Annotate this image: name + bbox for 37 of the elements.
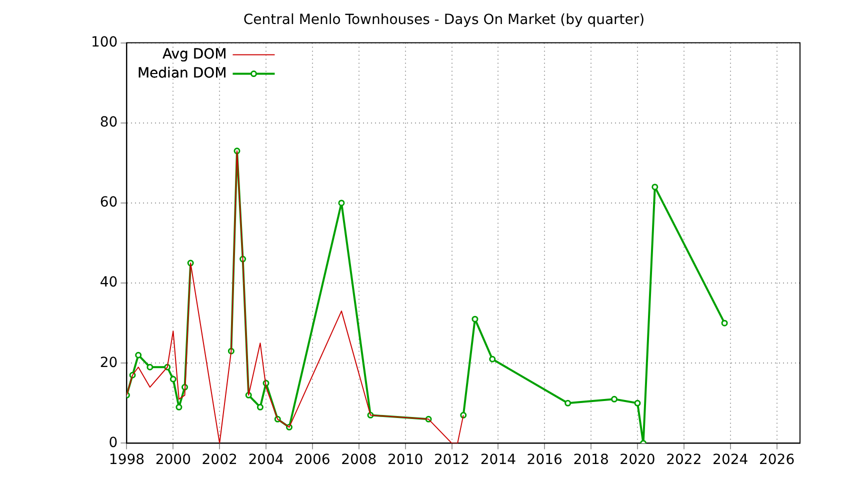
point — [611, 396, 618, 402]
y-tick-label: 40 — [100, 274, 118, 291]
x-tick-label: 2000 — [155, 452, 191, 468]
y-tick-label: 20 — [100, 354, 118, 371]
x-tick-label: 2006 — [294, 452, 330, 468]
point — [170, 376, 176, 382]
y-tick-label: 0 — [108, 434, 118, 451]
y-tick-label: 80 — [100, 114, 118, 131]
point — [489, 356, 496, 362]
chart-title: Central Menlo Townhouses - Days On Market (by quarter) — [243, 12, 645, 28]
legend-label: Median DOM — [137, 65, 227, 82]
x-tick-label: 1998 — [108, 452, 145, 468]
point — [721, 320, 728, 326]
x-tick-label: 2012 — [434, 452, 470, 468]
point — [135, 352, 142, 358]
y-tick-label: 100 — [90, 34, 118, 50]
x-tick-label: 2026 — [758, 452, 795, 468]
x-tick-label: 2008 — [341, 452, 377, 468]
point — [338, 200, 345, 206]
x-tick-label: 2020 — [620, 452, 656, 468]
point — [564, 400, 572, 406]
point — [472, 316, 478, 322]
x-tick-label: 2014 — [480, 452, 516, 468]
x-tick-label: 2002 — [202, 452, 238, 468]
x-tick-label: 2010 — [388, 452, 424, 468]
legend-label: Avg DOM — [162, 46, 227, 62]
x-tick-label: 2024 — [712, 452, 748, 468]
point — [146, 364, 154, 370]
point — [652, 184, 658, 190]
x-tick-label: 2018 — [573, 452, 609, 468]
x-tick-label: 2004 — [248, 452, 284, 468]
point — [176, 404, 182, 410]
point — [634, 400, 641, 406]
y-tick-label: 60 — [100, 194, 118, 211]
x-tick-label: 2016 — [526, 452, 563, 468]
point — [256, 404, 264, 410]
x-tick-label: 2022 — [666, 452, 702, 468]
